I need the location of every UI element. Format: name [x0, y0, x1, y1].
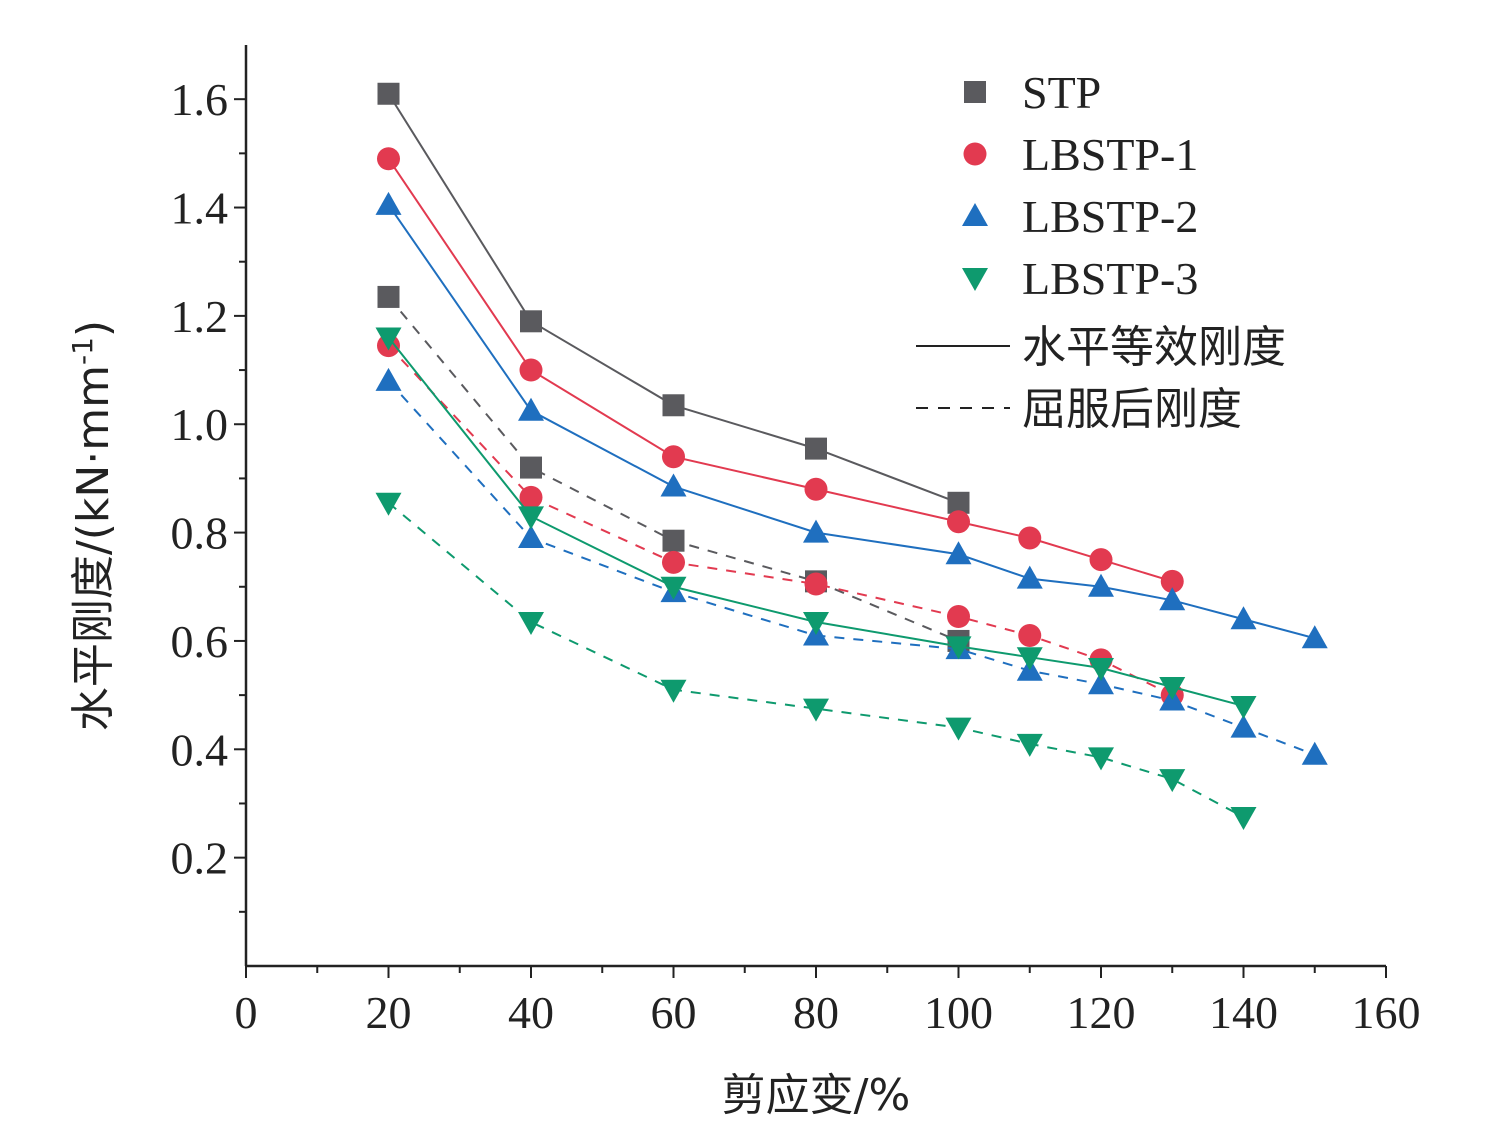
y-tick-label: 1.4 — [171, 183, 229, 234]
data-point — [375, 492, 402, 516]
legend-label: LBSTP-1 — [1022, 129, 1198, 180]
x-axis-title: 剪应变/% — [722, 1070, 911, 1121]
x-tick-label: 100 — [924, 987, 993, 1038]
legend-label: LBSTP-2 — [1022, 191, 1198, 242]
data-point — [803, 519, 829, 543]
y-axis-title-main: 水平刚度/(kN·mm — [68, 365, 119, 731]
data-point — [947, 510, 970, 534]
data-point — [1160, 569, 1184, 593]
data-point — [1230, 695, 1257, 719]
data-point — [660, 473, 687, 497]
data-point — [805, 437, 827, 460]
y-tick-label: 0.2 — [171, 833, 229, 884]
y-tick-label: 1.0 — [171, 399, 229, 450]
data-point — [1159, 676, 1186, 700]
data-point — [519, 485, 543, 509]
data-point — [660, 576, 687, 600]
data-point — [1159, 769, 1186, 793]
data-point — [945, 717, 972, 741]
data-point — [662, 394, 685, 417]
data-point — [518, 506, 544, 530]
data-point — [947, 491, 970, 514]
data-point — [1230, 714, 1257, 738]
data-point — [375, 367, 402, 391]
data-point — [518, 525, 544, 549]
data-point — [804, 572, 828, 596]
data-point — [518, 397, 544, 421]
y-axis-title-sup: -1 — [66, 337, 99, 365]
data-point — [1018, 526, 1042, 550]
x-tick-label: 80 — [793, 987, 839, 1038]
data-point — [1230, 807, 1257, 831]
y-tick-label: 1.2 — [171, 291, 229, 342]
y-axis-title: 水平刚度/(kN·mm-1) — [66, 320, 119, 731]
data-point — [519, 358, 543, 382]
x-tick-label: 20 — [366, 987, 412, 1038]
series-layer — [375, 82, 1328, 831]
series-line-post-yield — [387, 380, 1316, 756]
data-point — [803, 698, 829, 722]
data-point — [1016, 733, 1043, 757]
data-point — [1230, 606, 1257, 630]
data-point — [1018, 624, 1042, 648]
series-line-equivalent — [387, 93, 959, 504]
y-tick-label: 0.6 — [171, 616, 229, 667]
data-point — [662, 445, 685, 469]
series-lbstp-1 — [377, 147, 1184, 707]
data-point — [518, 611, 544, 635]
data-point — [1159, 587, 1186, 611]
data-point — [1016, 565, 1043, 589]
data-point — [945, 541, 972, 565]
series-line-equivalent — [387, 158, 1173, 583]
data-point — [662, 550, 685, 574]
data-point — [520, 310, 542, 333]
x-tick-label: 0 — [235, 987, 258, 1038]
data-point — [1016, 647, 1043, 671]
data-point — [1088, 671, 1114, 695]
series-lbstp-3 — [375, 327, 1257, 831]
legend-marker — [964, 81, 986, 103]
data-point — [1301, 741, 1328, 765]
series-line-post-yield — [387, 344, 1173, 697]
legend-label: 屈服后刚度 — [1022, 384, 1242, 435]
legend-label: LBSTP-3 — [1022, 253, 1198, 304]
legend-label: STP — [1022, 67, 1101, 118]
y-tick-label: 0.4 — [171, 724, 229, 775]
legend-marker — [962, 203, 988, 226]
data-point — [660, 679, 687, 703]
data-point — [377, 82, 400, 105]
data-point — [520, 456, 542, 479]
x-tick-label: 120 — [1067, 987, 1136, 1038]
data-point — [375, 191, 402, 215]
data-point — [375, 327, 402, 351]
legend-marker — [962, 268, 988, 291]
data-point — [377, 285, 400, 308]
legend-label: 水平等效刚度 — [1022, 322, 1286, 373]
data-point — [1089, 548, 1113, 572]
data-point — [1088, 573, 1114, 597]
data-point — [662, 529, 685, 552]
data-point — [803, 611, 829, 635]
data-point — [1088, 747, 1114, 771]
legend-marker — [963, 142, 987, 166]
data-point — [1088, 658, 1114, 682]
data-point — [377, 147, 400, 171]
x-tick-label: 140 — [1209, 987, 1278, 1038]
data-point — [1301, 625, 1328, 649]
x-tick-label: 60 — [651, 987, 697, 1038]
data-point — [945, 636, 972, 660]
axes: 0 20 40 60 80 100 120 140 160 0.2 0.4 0.6 0.8 1.0 1.2 1… — [171, 45, 1421, 1038]
data-point — [804, 477, 828, 501]
y-tick-label: 1.6 — [171, 74, 229, 125]
series-line-post-yield — [387, 502, 1244, 818]
y-tick-label: 0.8 — [171, 508, 229, 559]
data-point — [947, 605, 970, 629]
x-tick-label: 40 — [508, 987, 554, 1038]
y-axis-title-end: ) — [68, 320, 119, 337]
series-line-equivalent — [387, 204, 1316, 640]
x-tick-label: 160 — [1352, 987, 1421, 1038]
